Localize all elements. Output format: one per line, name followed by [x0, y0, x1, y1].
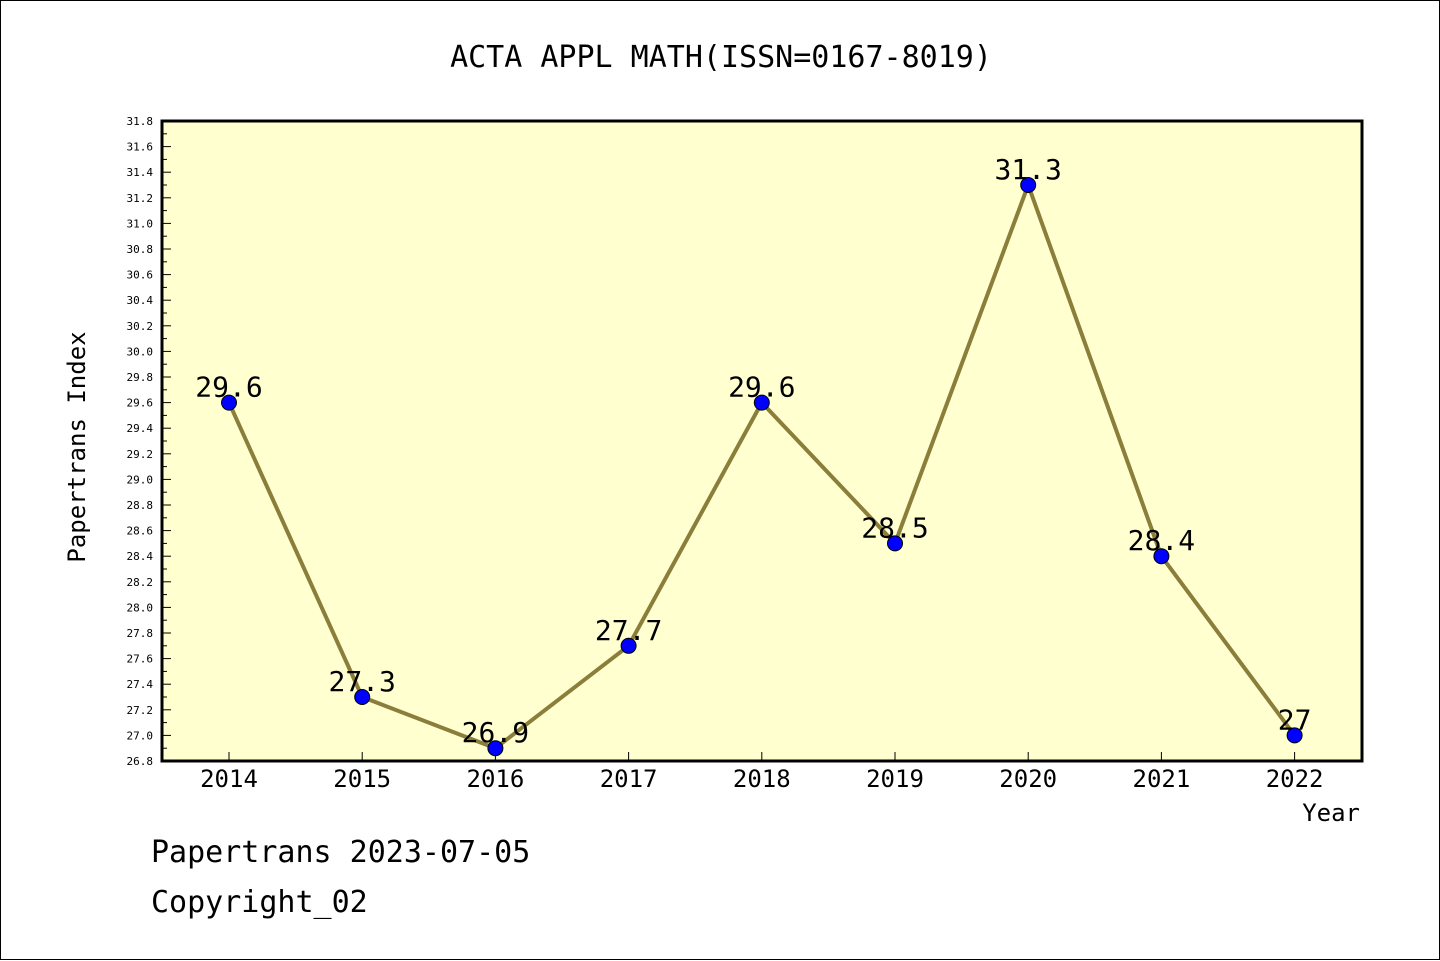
chart-title: ACTA APPL MATH(ISSN=0167-8019): [450, 40, 992, 75]
y-tick-label: 29.6: [127, 397, 154, 410]
x-tick-label: 2019: [866, 765, 924, 793]
y-tick-label: 29.4: [127, 422, 154, 435]
y-tick-label: 30.6: [127, 269, 154, 282]
y-tick-label: 28.2: [127, 576, 154, 589]
data-point-marker: [221, 394, 237, 411]
x-tick-label: 2015: [333, 765, 391, 793]
data-label: 28.4: [1128, 524, 1195, 557]
series: 29.6 27.3 26.9 27.7 29.6 28.5 31.3 28.4 27: [195, 153, 1312, 757]
y-tick-label: 31.4: [127, 166, 154, 179]
x-axis: 2014 2015 2016 2017 2018 2019 2020 2021 2022: [200, 752, 1323, 793]
y-tick-label: 28.8: [127, 499, 154, 512]
footer-copyright: Copyright_02: [151, 885, 368, 920]
data-point-marker: [620, 637, 637, 654]
data-point-marker: [1286, 727, 1303, 744]
x-tick-label: 2014: [200, 765, 258, 793]
data-label: 27.3: [328, 665, 395, 698]
data-point-marker: [487, 740, 504, 757]
data-label: 31.3: [994, 153, 1061, 186]
data-point-marker: [1020, 177, 1037, 193]
y-tick-label: 28.4: [127, 550, 154, 563]
y-tick-label: 31.2: [127, 192, 154, 205]
y-tick-label: 29.2: [127, 448, 154, 461]
y-tick-label: 27.2: [127, 704, 154, 717]
y-tick-label: 29.0: [127, 473, 154, 486]
data-label: 27.7: [595, 614, 662, 647]
x-tick-label: 2018: [733, 765, 791, 793]
y-tick-label: 30.0: [127, 345, 154, 358]
y-tick-label: 26.8: [127, 755, 154, 768]
y-axis: 26.8 27.0 27.2 27.4 27.6 27.8 28.0 28.2 28.4 28.6…: [127, 115, 171, 768]
footer-date-line: Papertrans 2023-07-05: [151, 835, 531, 870]
y-tick-label: 27.4: [127, 678, 154, 691]
x-tick-label: 2016: [467, 765, 525, 793]
data-point-marker: [887, 535, 903, 552]
y-tick-label: 31.0: [127, 217, 154, 230]
plot-area: [162, 121, 1362, 761]
data-label: 29.6: [195, 371, 262, 404]
data-label: 27: [1278, 703, 1312, 736]
x-tick-label: 2021: [1133, 765, 1191, 793]
y-tick-label: 31.6: [127, 141, 154, 154]
x-tick-label: 2022: [1266, 765, 1324, 793]
y-tick-label: 27.8: [127, 627, 154, 640]
data-point-marker: [354, 689, 371, 705]
y-tick-label: 27.0: [127, 729, 154, 742]
data-label: 26.9: [462, 716, 529, 749]
y-tick-label: 30.2: [127, 320, 154, 333]
y-tick-label: 30.4: [127, 294, 154, 307]
plot-border: [160, 119, 1364, 763]
y-tick-label: 31.8: [127, 115, 154, 128]
y-tick-label: 29.8: [127, 371, 154, 384]
y-tick-label: 30.8: [127, 243, 154, 256]
data-label: 28.5: [861, 511, 928, 544]
data-label: 29.6: [728, 371, 795, 404]
x-axis-title: Year: [1302, 799, 1360, 827]
data-point-marker: [1153, 548, 1170, 565]
data-point-marker: [753, 394, 770, 411]
x-tick-label: 2020: [999, 765, 1057, 793]
y-tick-label: 28.6: [127, 525, 154, 538]
y-axis-title: Papertrans Index: [63, 331, 91, 562]
x-tick-label: 2017: [600, 765, 658, 793]
y-tick-label: 28.0: [127, 601, 154, 614]
y-tick-label: 27.6: [127, 653, 154, 666]
